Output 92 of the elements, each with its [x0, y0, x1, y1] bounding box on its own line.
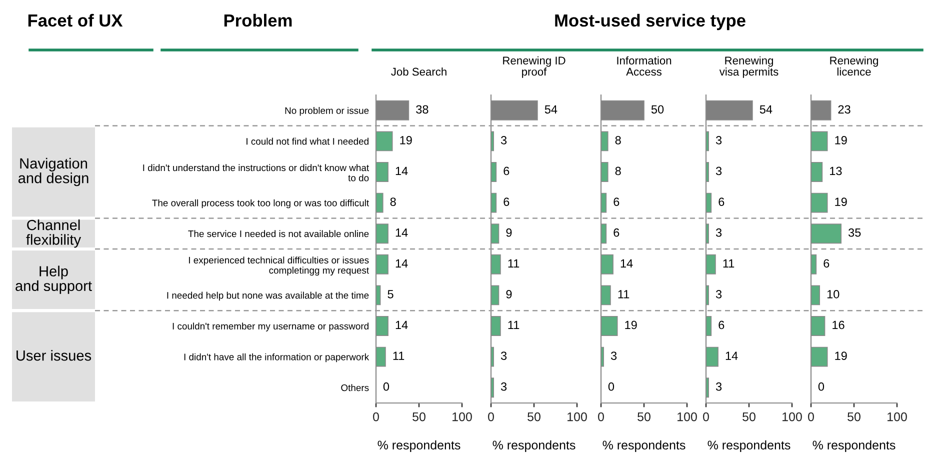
chart-title: Renewing licence	[830, 56, 878, 76]
data-label: 16	[832, 320, 844, 330]
data-label: 38	[416, 105, 428, 114]
data-label: 8	[615, 136, 621, 144]
data-label: 11	[723, 259, 734, 268]
data-label: 11	[508, 259, 520, 268]
data-label: 3	[500, 136, 507, 144]
data-label: 0	[608, 382, 614, 391]
x-tick-label: 0	[598, 412, 604, 422]
x-tick-label: 100	[452, 412, 472, 422]
data-label: 6	[614, 198, 620, 206]
data-label: 19	[835, 198, 847, 206]
chart-title: Job Search	[391, 68, 446, 76]
y-tick-label: I couldn't remember my username or password	[172, 322, 368, 332]
x-tick-label: 50	[848, 412, 860, 422]
data-label: 6	[718, 320, 724, 330]
data-label: 19	[835, 352, 847, 360]
x-tick-label: 100	[678, 412, 697, 422]
y-tick-label: I didn't understand the instructions or didn't know what to do	[143, 164, 369, 182]
x-tick-label: 100	[888, 412, 907, 422]
x-axis-title: % respondents	[708, 440, 790, 452]
data-label: 3	[610, 352, 617, 360]
y-tick-label: The overall process took too long or was too difficult	[152, 199, 369, 208]
text: Channel flexibility	[26, 219, 82, 248]
data-label: 54	[760, 105, 772, 114]
chart-title: Renewing ID proof	[503, 56, 566, 78]
x-tick-label: 0	[808, 412, 814, 422]
text: Navigation and design	[18, 158, 88, 186]
data-label: 8	[390, 198, 396, 206]
data-label: 14	[396, 166, 408, 176]
x-axis-title: % respondents	[378, 440, 460, 452]
x-axis-title: % respondents	[492, 440, 576, 452]
data-label: 6	[614, 228, 620, 237]
text: Facet of UX	[28, 14, 123, 27]
y-tick-label: The service I needed is not available online	[188, 230, 369, 238]
data-label: 6	[504, 166, 510, 176]
data-label: 3	[716, 166, 722, 176]
data-label: 14	[396, 259, 408, 268]
data-label: 14	[620, 259, 633, 268]
x-tick-label: 100	[782, 412, 802, 422]
y-tick-label: I needed help but none was available at the time	[167, 292, 369, 301]
data-label: 3	[716, 382, 722, 391]
text: Help and support	[16, 266, 92, 294]
data-label: 10	[827, 290, 840, 298]
x-tick-label: 0	[373, 412, 379, 422]
text: User issues	[16, 350, 92, 361]
data-label: 14	[396, 320, 408, 330]
data-label: 19	[835, 136, 847, 144]
data-label: 11	[393, 352, 404, 360]
data-label: 9	[506, 228, 512, 237]
x-tick-label: 50	[528, 412, 540, 422]
data-label: 6	[718, 198, 724, 206]
data-label: 11	[508, 320, 520, 330]
data-label: 3	[716, 290, 722, 298]
data-label: 6	[504, 198, 510, 206]
chart-title: Information Access	[617, 56, 672, 76]
data-label: 35	[848, 228, 861, 237]
y-tick-label: Others	[341, 384, 369, 392]
x-tick-label: 100	[568, 412, 587, 422]
data-label: 3	[500, 352, 507, 360]
data-label: 3	[716, 228, 722, 237]
data-label: 6	[824, 259, 830, 268]
data-label: 50	[651, 105, 664, 114]
data-label: 9	[506, 290, 512, 298]
x-tick-label: 50	[638, 412, 650, 422]
data-label: 19	[625, 320, 637, 330]
data-label: 3	[716, 136, 722, 144]
data-label: 14	[726, 352, 738, 360]
y-tick-label: I experienced technical difficulties or issues completingg my request	[188, 256, 369, 276]
x-tick-label: 0	[488, 412, 494, 422]
y-tick-label: No problem or issue	[285, 106, 369, 116]
x-tick-label: 50	[412, 412, 426, 422]
data-label: 3	[500, 382, 507, 391]
x-axis-title: % respondents	[602, 440, 686, 452]
data-label: 13	[830, 166, 842, 176]
y-tick-label: I didn't have all the information or paperwork	[184, 353, 370, 362]
data-label: 0	[383, 382, 390, 391]
data-label: 14	[396, 228, 408, 237]
x-tick-label: 0	[703, 412, 709, 422]
data-label: 19	[400, 136, 412, 144]
data-label: 54	[544, 105, 558, 114]
x-axis-title: % respondents	[812, 440, 896, 452]
data-label: 11	[618, 290, 630, 298]
chart-title: Renewing visa permits	[719, 56, 778, 78]
data-label: 0	[818, 382, 824, 391]
y-tick-label: I could not find what I needed	[246, 138, 368, 145]
data-label: 23	[838, 105, 850, 114]
x-tick-label: 50	[742, 412, 756, 422]
data-label: 8	[615, 166, 621, 176]
text: Problem	[224, 14, 292, 27]
text: Most-used service type	[555, 14, 746, 30]
data-label: 5	[388, 290, 394, 298]
